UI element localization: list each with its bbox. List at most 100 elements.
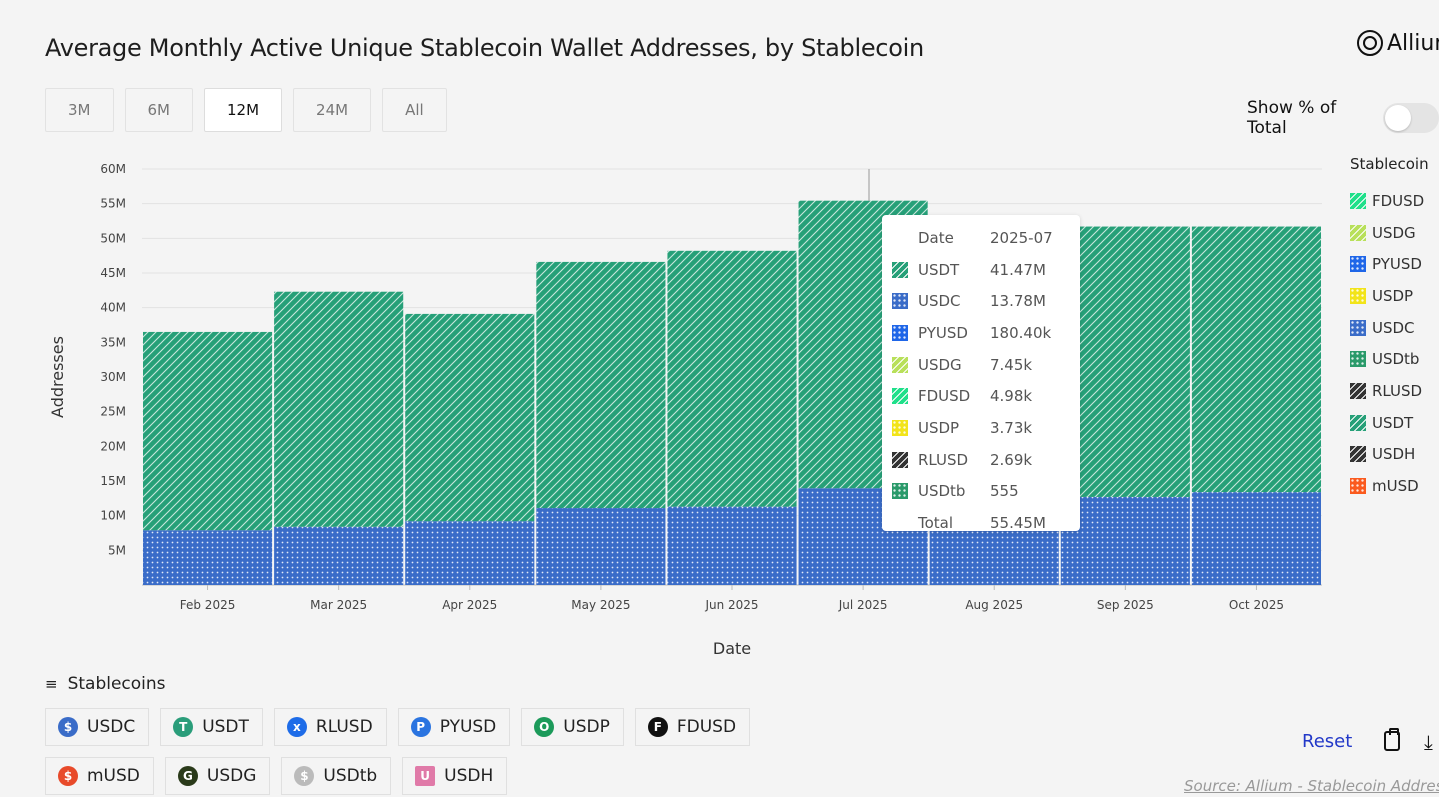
legend-item-usdh[interactable]: USDH [1350,439,1429,471]
bar-usdc-oct-2025[interactable] [1191,492,1321,585]
show-percent-toggle[interactable] [1382,103,1439,133]
chip-usdg[interactable]: G USDG [164,757,271,795]
tooltip-swatch [892,483,908,500]
bar-usdc-apr-2025[interactable] [405,521,535,585]
bar-usdc-may-2025[interactable] [536,508,666,585]
bar-usdt-sep-2025[interactable] [1060,226,1190,497]
time-range-selector: 3M 6M 12M 24M All [45,88,447,132]
range-button-3m[interactable]: 3M [45,88,114,132]
bar-usdc-feb-2025[interactable] [143,530,273,585]
chart-tooltip: Date 2025-07 USDT 41.47M USDC 13.78M PYUSD 180… [882,215,1080,533]
tooltip-row: USDC 13.78M [892,285,1080,317]
tooltip-series-name: USDC [918,292,961,311]
musd-logo-icon: $ [58,766,78,786]
bar-usdc-mar-2025[interactable] [274,526,404,585]
tooltip-swatch [892,419,908,436]
chip-rlusd[interactable]: x RLUSD [273,708,387,746]
tooltip-total-label: Total [918,514,954,533]
legend-label: PYUSD [1372,255,1422,274]
range-button-6m[interactable]: 6M [124,88,193,132]
legend-label: RLUSD [1372,381,1423,400]
tooltip-total: 55.45M [990,514,1046,533]
legend-swatch [1350,478,1366,495]
tooltip-swatch [892,324,908,341]
chip-usdp[interactable]: O USDP [521,708,624,746]
filters-header: ≡ Stablecoins [45,674,166,694]
y-tick-label: 45M [100,266,126,280]
legend-label: mUSD [1372,477,1419,496]
chip-musd[interactable]: $ mUSD [45,757,154,795]
legend-swatch [1350,224,1366,241]
tooltip-row: USDtb 555 [892,476,1080,508]
x-tick-label: Apr 2025 [442,598,497,612]
legend-item-usdtb[interactable]: USDtb [1350,343,1429,375]
legend-label: USDT [1372,413,1414,432]
legend-item-fdusd[interactable]: FDUSD [1350,185,1429,217]
tooltip-series-value: 555 [990,482,1019,501]
bar-usdt-mar-2025[interactable] [274,291,404,527]
legend-item-usdp[interactable]: USDP [1350,280,1429,312]
source-link[interactable]: Source: Allium - Stablecoin Addresses [1184,777,1439,795]
tooltip-row: RLUSD 2.69k [892,444,1080,476]
chip-usdt[interactable]: T USDT [160,708,263,746]
legend-item-pyusd[interactable]: PYUSD [1350,248,1429,280]
stablecoin-chips: $ USDC T USDT x RLUSD P PYUSD O USDP F FDUSD $ mUSD G U… [45,708,785,795]
bar-usdt-feb-2025[interactable] [143,331,273,531]
y-tick-label: 10M [100,509,126,523]
filters-label: Stablecoins [67,674,166,694]
show-percent-label: Show % of Total [1247,98,1337,138]
chip-label: USDG [206,766,257,786]
tooltip-series-name: USDP [918,418,960,437]
fdusd-logo-icon: F [647,717,668,737]
tooltip-series-name: FDUSD [918,387,971,406]
x-tick-label: May 2025 [571,598,630,612]
legend-item-musd[interactable]: mUSD [1350,470,1429,502]
range-button-12m[interactable]: 12M [204,88,283,132]
filter-icon: ≡ [45,675,58,693]
tooltip-row: USDT 41.47M [892,254,1080,286]
legend-swatch [1350,287,1366,304]
chip-usdh[interactable]: U USDH [402,757,508,795]
chip-usdtb[interactable]: $ USDtb [281,757,392,795]
usdc-logo-icon: $ [58,717,78,737]
y-tick-label: 20M [100,439,126,453]
bar-usdt-jun-2025[interactable] [667,250,797,507]
tooltip-swatch [892,451,908,468]
copy-clipboard-icon[interactable] [1384,728,1400,751]
legend-swatch [1350,382,1366,399]
legend-item-rlusd[interactable]: RLUSD [1350,375,1429,407]
tooltip-swatch [892,261,908,278]
chart-legend: Stablecoin FDUSD USDG PYUSD USDP USDC USDtb RL… [1350,155,1429,502]
tooltip-series-value: 41.47M [990,260,1046,279]
y-tick-label: 5M [108,543,126,557]
brand-name: Allium [1387,30,1439,56]
x-tick-label: Jul 2025 [838,598,888,612]
chip-label: mUSD [87,766,140,786]
legend-item-usdg[interactable]: USDG [1350,217,1429,249]
range-button-24m[interactable]: 24M [293,88,372,132]
range-button-all[interactable]: All [382,88,447,132]
legend-title: Stablecoin [1350,155,1429,173]
legend-label: USDC [1372,318,1415,337]
chip-label: PYUSD [439,717,497,737]
chip-label: USDtb [323,766,378,786]
legend-item-usdt[interactable]: USDT [1350,407,1429,439]
bar-usdt-apr-2025[interactable] [405,313,535,522]
tooltip-series-value: 4.98k [990,387,1033,406]
chip-pyusd[interactable]: P PYUSD [397,708,511,746]
chip-usdc[interactable]: $ USDC [45,708,150,746]
chip-label: USDH [444,766,494,786]
tooltip-swatch [892,356,908,373]
bar-usdt-oct-2025[interactable] [1191,226,1321,493]
reset-button[interactable]: Reset [1302,731,1353,752]
bar-usdc-jun-2025[interactable] [667,506,797,585]
download-icon[interactable]: ⤓ [1424,730,1433,754]
legend-swatch [1350,256,1366,273]
x-axis-title: Date [713,639,751,658]
chip-fdusd[interactable]: F FDUSD [634,708,751,746]
bar-usdc-sep-2025[interactable] [1060,496,1190,585]
x-tick-label: Aug 2025 [965,598,1023,612]
tooltip-series-name: USDG [918,355,962,374]
bar-usdt-may-2025[interactable] [536,261,666,509]
legend-item-usdc[interactable]: USDC [1350,312,1429,344]
